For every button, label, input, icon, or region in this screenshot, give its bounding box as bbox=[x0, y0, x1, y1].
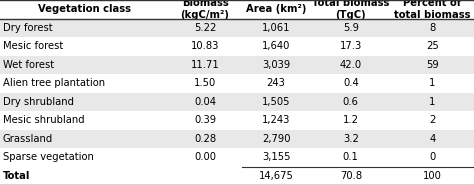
Text: 1,061: 1,061 bbox=[262, 23, 291, 33]
Text: 0: 0 bbox=[429, 152, 436, 162]
Bar bbox=[0, 148, 474, 166]
Text: 0.00: 0.00 bbox=[194, 152, 216, 162]
Bar bbox=[0, 130, 474, 148]
Text: 1: 1 bbox=[429, 97, 436, 107]
Text: Mesic forest: Mesic forest bbox=[3, 41, 63, 51]
Text: 1.2: 1.2 bbox=[343, 115, 359, 125]
Text: 0.04: 0.04 bbox=[194, 97, 216, 107]
Text: 3,155: 3,155 bbox=[262, 152, 291, 162]
Text: Total: Total bbox=[3, 171, 30, 181]
Text: 5.22: 5.22 bbox=[194, 23, 216, 33]
Text: 2: 2 bbox=[429, 115, 436, 125]
Bar bbox=[0, 0, 474, 18]
Text: 243: 243 bbox=[267, 78, 285, 88]
Text: 0.1: 0.1 bbox=[343, 152, 359, 162]
Bar bbox=[0, 111, 474, 130]
Text: 4: 4 bbox=[429, 134, 436, 144]
Text: Dry shrubland: Dry shrubland bbox=[3, 97, 74, 107]
Text: Mesic shrubland: Mesic shrubland bbox=[3, 115, 84, 125]
Text: 14,675: 14,675 bbox=[259, 171, 293, 181]
Text: Alien tree plantation: Alien tree plantation bbox=[3, 78, 105, 88]
Text: Total biomass
(TgC): Total biomass (TgC) bbox=[312, 0, 390, 20]
Text: 8: 8 bbox=[429, 23, 436, 33]
Text: 0.39: 0.39 bbox=[194, 115, 216, 125]
Text: 0.4: 0.4 bbox=[343, 78, 359, 88]
Text: 0.6: 0.6 bbox=[343, 97, 359, 107]
Text: Sparse vegetation: Sparse vegetation bbox=[3, 152, 94, 162]
Text: 59: 59 bbox=[426, 60, 439, 70]
Text: 42.0: 42.0 bbox=[340, 60, 362, 70]
Text: 100: 100 bbox=[423, 171, 442, 181]
Text: 1,640: 1,640 bbox=[262, 41, 290, 51]
Text: 0.28: 0.28 bbox=[194, 134, 216, 144]
Bar bbox=[0, 166, 474, 185]
Text: 25: 25 bbox=[426, 41, 439, 51]
Text: 1,243: 1,243 bbox=[262, 115, 290, 125]
Text: Grassland: Grassland bbox=[3, 134, 53, 144]
Text: 1: 1 bbox=[429, 78, 436, 88]
Text: 70.8: 70.8 bbox=[340, 171, 362, 181]
Text: 1.50: 1.50 bbox=[194, 78, 216, 88]
Text: 3,039: 3,039 bbox=[262, 60, 290, 70]
Text: Vegetation class: Vegetation class bbox=[37, 4, 131, 14]
Text: Percent of
total biomass: Percent of total biomass bbox=[394, 0, 471, 20]
Bar bbox=[0, 37, 474, 56]
Bar bbox=[0, 18, 474, 37]
Bar bbox=[0, 92, 474, 111]
Text: Wet forest: Wet forest bbox=[3, 60, 54, 70]
Text: 10.83: 10.83 bbox=[191, 41, 219, 51]
Text: 5.9: 5.9 bbox=[343, 23, 359, 33]
Text: 3.2: 3.2 bbox=[343, 134, 359, 144]
Bar bbox=[0, 56, 474, 74]
Text: 11.71: 11.71 bbox=[191, 60, 219, 70]
Text: Area (km²): Area (km²) bbox=[246, 4, 306, 14]
Text: Dry forest: Dry forest bbox=[3, 23, 53, 33]
Text: 2,790: 2,790 bbox=[262, 134, 291, 144]
Bar bbox=[0, 74, 474, 92]
Text: Biomass
(kgC/m²): Biomass (kgC/m²) bbox=[181, 0, 229, 20]
Text: 1,505: 1,505 bbox=[262, 97, 291, 107]
Text: 17.3: 17.3 bbox=[340, 41, 362, 51]
